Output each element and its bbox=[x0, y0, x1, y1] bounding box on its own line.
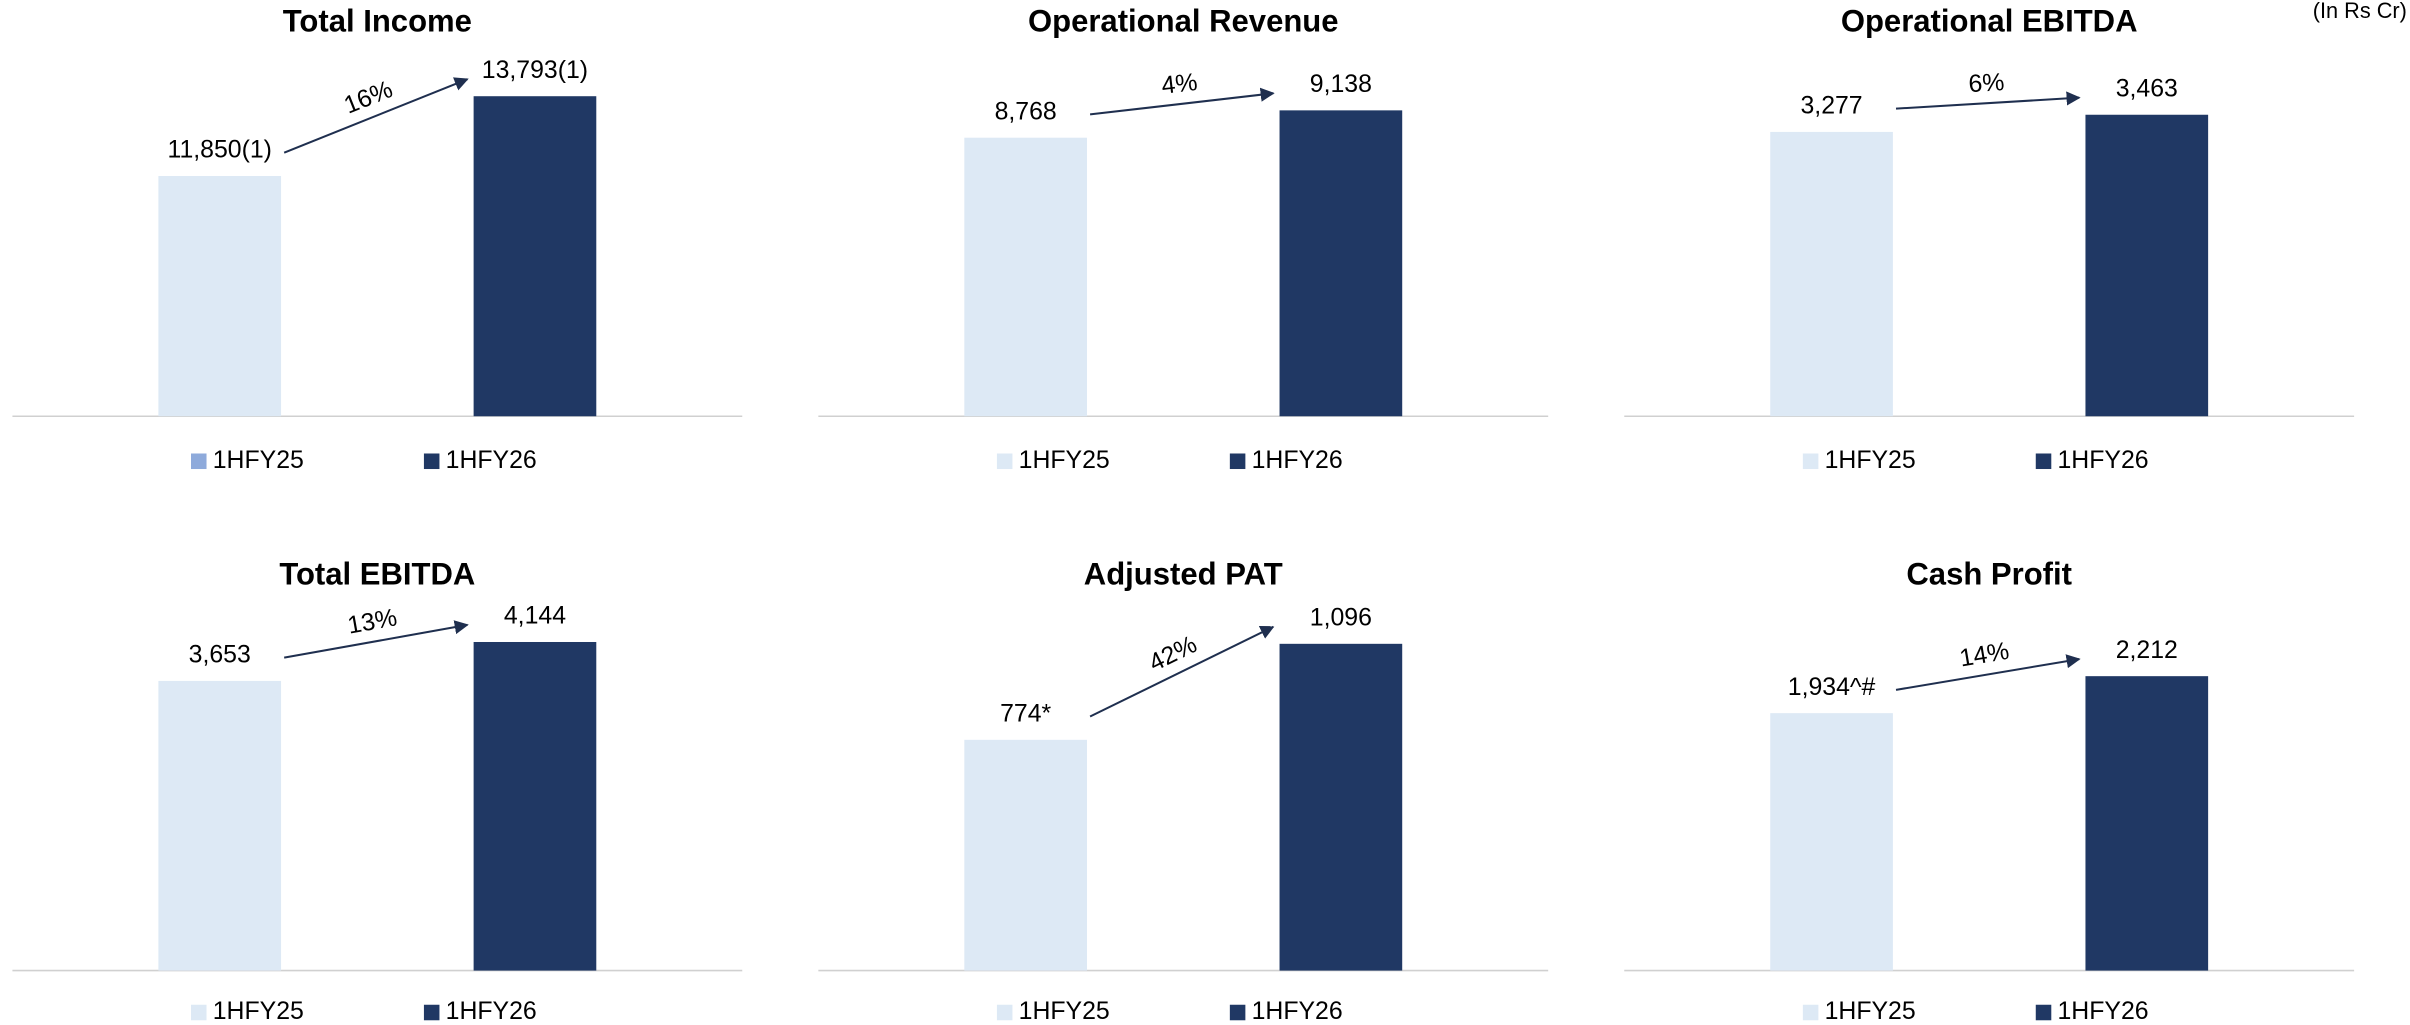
growth-label: 6% bbox=[1968, 69, 2005, 98]
growth-label: 14% bbox=[1958, 638, 2011, 673]
bar bbox=[2085, 114, 2209, 417]
bar bbox=[158, 176, 282, 417]
bar bbox=[473, 641, 597, 971]
legend-label: 1HFY25 bbox=[1019, 447, 1110, 474]
bar bbox=[964, 739, 1087, 971]
legend-marker bbox=[2035, 453, 2052, 470]
growth-label: 42% bbox=[1145, 631, 1202, 677]
chart-title: Cash Profit bbox=[1906, 556, 2072, 591]
legend-label: 1HFY26 bbox=[2058, 447, 2149, 474]
legend-marker bbox=[1229, 453, 1246, 470]
bar bbox=[473, 96, 597, 417]
value-label: 3,277 bbox=[1800, 93, 1862, 120]
legend-label: 1HFY26 bbox=[2058, 998, 2149, 1025]
value-label: 1,096 bbox=[1310, 605, 1372, 632]
value-label: 774* bbox=[1000, 701, 1051, 728]
growth-arrow bbox=[1089, 625, 1275, 718]
legend-label: 1HFY25 bbox=[1825, 998, 1916, 1025]
legend-label: 1HFY26 bbox=[446, 447, 537, 474]
legend-marker bbox=[1802, 453, 1819, 470]
legend-marker bbox=[1802, 1004, 1819, 1021]
bar bbox=[2085, 676, 2209, 971]
growth-arrow bbox=[1895, 654, 2081, 691]
chart-title: Adjusted PAT bbox=[1084, 556, 1283, 591]
growth-arrow bbox=[1895, 91, 2081, 110]
bar bbox=[1770, 131, 1893, 417]
value-label: 11,850(1) bbox=[167, 137, 271, 164]
legend-marker bbox=[2035, 1004, 2052, 1021]
bar bbox=[1279, 643, 1403, 971]
value-label: 1,934^# bbox=[1788, 674, 1876, 701]
value-label: 3,463 bbox=[2116, 75, 2178, 102]
value-label: 13,793(1) bbox=[482, 57, 588, 84]
bar bbox=[964, 137, 1087, 417]
bar bbox=[1279, 110, 1403, 417]
legend-label: 1HFY25 bbox=[213, 447, 304, 474]
value-label: 9,138 bbox=[1310, 71, 1372, 98]
value-label: 8,768 bbox=[995, 98, 1057, 125]
value-label: 2,212 bbox=[2116, 637, 2178, 664]
legend-marker bbox=[190, 1004, 207, 1021]
unit-note: (In Rs Cr) bbox=[2313, 0, 2407, 23]
legend-marker bbox=[423, 453, 440, 470]
legend-marker bbox=[996, 1004, 1013, 1021]
chart-title: Operational EBITDA bbox=[1841, 4, 2138, 39]
chart-title: Total Income bbox=[283, 4, 472, 39]
legend-marker bbox=[1229, 1004, 1246, 1021]
bar bbox=[158, 680, 282, 971]
growth-label: 16% bbox=[340, 76, 396, 120]
legend-label: 1HFY25 bbox=[213, 998, 304, 1025]
growth-label: 4% bbox=[1160, 69, 1199, 100]
legend-marker bbox=[190, 453, 207, 470]
legend-label: 1HFY25 bbox=[1019, 998, 1110, 1025]
value-label: 3,653 bbox=[189, 642, 251, 669]
legend-label: 1HFY25 bbox=[1825, 447, 1916, 474]
chart-title: Operational Revenue bbox=[1028, 4, 1339, 39]
chart-title: Total EBITDA bbox=[279, 556, 475, 591]
growth-arrow bbox=[283, 620, 469, 659]
growth-arrow bbox=[1089, 87, 1275, 116]
legend-marker bbox=[423, 1004, 440, 1021]
legend-label: 1HFY26 bbox=[1252, 998, 1343, 1025]
value-label: 4,144 bbox=[504, 603, 566, 630]
legend-label: 1HFY26 bbox=[446, 998, 537, 1025]
legend-marker bbox=[996, 453, 1013, 470]
legend-label: 1HFY26 bbox=[1252, 447, 1343, 474]
growth-label: 13% bbox=[346, 604, 400, 639]
growth-arrow bbox=[283, 77, 469, 154]
bar bbox=[1770, 713, 1893, 971]
